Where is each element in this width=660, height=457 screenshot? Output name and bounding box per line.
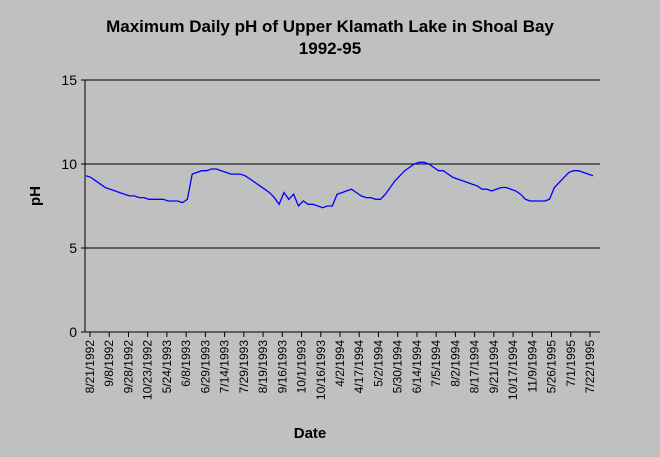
- x-tick-label: 9/28/1992: [121, 340, 135, 394]
- x-axis-label: Date: [294, 425, 327, 442]
- chart-title: Maximum Daily pH of Upper Klamath Lake i…: [106, 17, 554, 36]
- y-tick-label: 0: [69, 324, 77, 340]
- y-tick-label: 15: [61, 72, 77, 88]
- x-tick-label: 10/1/1993: [295, 340, 309, 394]
- x-tick-label: 7/5/1994: [429, 340, 443, 387]
- gridlines: [85, 79, 600, 249]
- x-tick-label: 11/9/1994: [525, 340, 539, 393]
- x-tick-label: 7/29/1993: [237, 340, 251, 394]
- x-tick-label: 5/30/1994: [391, 340, 405, 394]
- x-tick-label: 6/8/1993: [179, 340, 193, 387]
- series-line-ph: [85, 161, 594, 209]
- x-tick-label: 5/24/1993: [160, 340, 174, 394]
- x-tick-label: 8/2/1994: [448, 340, 462, 387]
- x-tick-label: 9/21/1994: [487, 340, 501, 394]
- x-tick-label: 7/22/1995: [583, 340, 597, 394]
- y-axis-label: pH: [27, 186, 44, 206]
- x-tick-label: 4/17/1994: [352, 340, 366, 394]
- x-tick-label: 7/14/1993: [218, 340, 232, 394]
- x-tick-label: 8/17/1994: [468, 340, 482, 394]
- x-tick-label: 10/17/1994: [506, 340, 520, 400]
- chart-subtitle: 1992-95: [299, 39, 361, 58]
- x-tick-label: 10/16/1993: [314, 340, 328, 400]
- x-tick-label: 7/1/1995: [564, 340, 578, 387]
- y-tick-label: 5: [69, 240, 77, 256]
- x-tick-label: 6/29/1993: [198, 340, 212, 394]
- x-tick-label: 5/2/1994: [371, 340, 385, 387]
- x-tick-label: 9/16/1993: [275, 340, 289, 394]
- x-tick-label: 8/19/1993: [256, 340, 270, 394]
- x-tick-label: 4/2/1994: [333, 340, 347, 387]
- x-tick-label: 5/26/1995: [545, 340, 559, 394]
- y-tick-label: 10: [61, 156, 77, 172]
- y-axis-ticks: 0 5 10 15: [61, 72, 85, 340]
- x-tick-label: 10/23/1992: [141, 340, 155, 400]
- x-tick-label: 9/8/1992: [102, 340, 116, 387]
- x-tick-label: 6/14/1994: [410, 340, 424, 394]
- x-axis-ticks: 8/21/1992 9/8/1992 9/28/1992 10/23/1992 5/24…: [83, 332, 597, 400]
- x-tick-label: 8/21/1992: [83, 340, 97, 394]
